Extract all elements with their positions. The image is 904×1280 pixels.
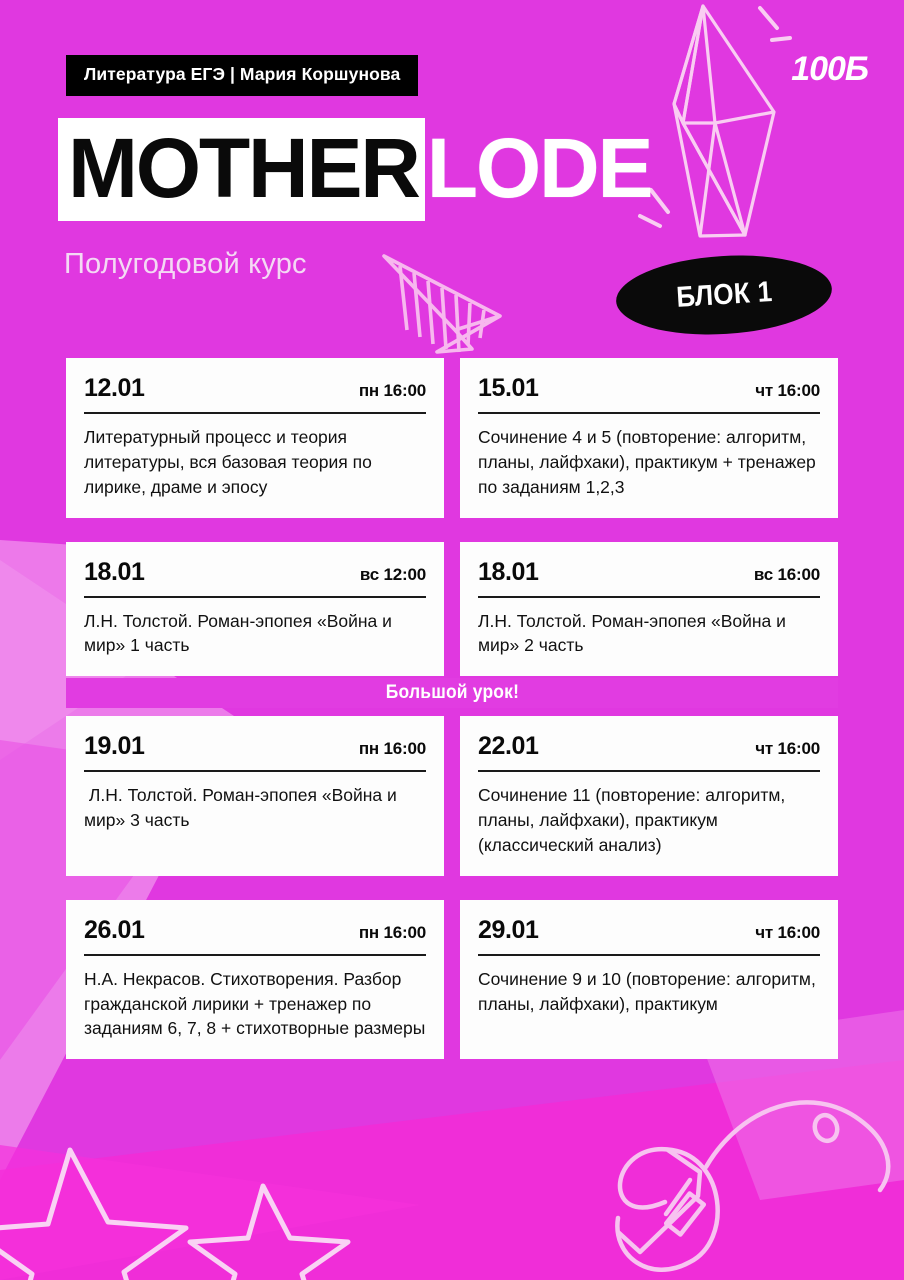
logo-mark-100b: 100Б	[791, 50, 869, 88]
hatched-arrow-icon	[382, 254, 502, 354]
lesson-card[interactable]: 22.01 чт 16:00 Сочинение 11 (повторение: а…	[460, 716, 838, 876]
lesson-description: Сочинение 4 и 5 (повторение: алгоритм, п…	[478, 427, 821, 497]
crystal-diamond-icon	[672, 4, 776, 238]
lesson-card-header: 18.01 вс 16:00	[478, 558, 820, 598]
lesson-date: 18.01	[478, 557, 539, 586]
lesson-card[interactable]: 12.01 пн 16:00 Литературный процесс и теор…	[66, 358, 444, 518]
title-part-mother: MOTHER	[58, 118, 425, 222]
lesson-time: пн 16:00	[358, 739, 426, 759]
lesson-card[interactable]: 15.01 чт 16:00 Сочинение 4 и 5 (повторение…	[460, 358, 838, 518]
computer-mouse-icon	[615, 1100, 891, 1272]
lesson-time: чт 16:00	[755, 739, 820, 759]
big-lesson-banner: Большой урок!	[66, 678, 838, 709]
lesson-description: Сочинение 11 (повторение: алгоритм, план…	[478, 785, 791, 855]
lesson-time: чт 16:00	[755, 922, 820, 942]
lesson-card[interactable]: 29.01 чт 16:00 Сочинение 9 и 10 (повторени…	[460, 899, 838, 1060]
lesson-description: Л.Н. Толстой. Роман-эпопея «Война и мир»…	[84, 610, 397, 656]
block-badge: БЛОК 1	[613, 249, 835, 341]
lesson-card-header: 12.01 пн 16:00	[84, 374, 426, 414]
lesson-card-header: 19.01 пн 16:00	[84, 732, 426, 773]
lesson-description: Литературный процесс и теория литературы…	[84, 427, 377, 497]
block-badge-label: БЛОК 1	[675, 275, 773, 314]
lesson-description: Сочинение 9 и 10 (повторение: алгоритм, …	[478, 968, 821, 1014]
schedule-row: 26.01 пн 16:00 Н.А. Некрасов. Стихотворени…	[66, 899, 838, 1060]
lesson-date: 22.01	[478, 732, 539, 761]
wedge-deep-bottom	[0, 1060, 904, 1280]
lesson-card[interactable]: 18.01 вс 16:00 Л.Н. Толстой. Роман-эпопея …	[460, 541, 838, 677]
brand-badge: Литература ЕГЭ | Мария Коршунова	[66, 55, 419, 96]
lesson-card-header: 29.01 чт 16:00	[478, 916, 820, 956]
sparkle-dashes-icon	[638, 6, 792, 228]
schedule-row: 18.01 вс 12:00 Л.Н. Толстой. Роман-эпопея …	[66, 541, 838, 709]
lesson-time: пн 16:00	[358, 922, 426, 942]
title-part-lode: LODE	[426, 121, 654, 215]
subtitle: Полугодовой курс	[64, 248, 307, 280]
lesson-date: 12.01	[84, 374, 145, 402]
lesson-card[interactable]: 26.01 пн 16:00 Н.А. Некрасов. Стихотворени…	[66, 899, 444, 1060]
lesson-date: 15.01	[478, 374, 539, 402]
lesson-description: Л.Н. Толстой. Роман-эпопея «Война и мир»…	[478, 610, 791, 656]
lesson-card-header: 18.01 вс 12:00	[84, 558, 426, 598]
lesson-time: пн 16:00	[358, 381, 426, 400]
big-lesson-banner-label: Большой урок!	[385, 682, 519, 704]
lesson-date: 29.01	[478, 915, 539, 944]
lesson-card-header: 26.01 пн 16:00	[84, 916, 426, 956]
schedule-row: 19.01 пн 16:00 Л.Н. Толстой. Роман-эпопея…	[66, 716, 838, 876]
schedule-grid: 12.01 пн 16:00 Литературный процесс и теор…	[66, 358, 838, 1083]
lesson-description: Л.Н. Толстой. Роман-эпопея «Война и мир»…	[84, 785, 402, 831]
lesson-card-header: 15.01 чт 16:00	[478, 374, 820, 414]
lesson-card[interactable]: 18.01 вс 12:00 Л.Н. Толстой. Роман-эпопея …	[66, 541, 444, 677]
lesson-card[interactable]: 19.01 пн 16:00 Л.Н. Толстой. Роман-эпопея…	[66, 716, 444, 876]
lesson-time: вс 16:00	[753, 564, 820, 584]
wedge-deep-bottom-2	[0, 1145, 420, 1280]
star-outline-icon	[0, 1147, 351, 1280]
schedule-row: 12.01 пн 16:00 Литературный процесс и теор…	[66, 358, 838, 518]
lesson-description: Н.А. Некрасов. Стихотворения. Разбор гра…	[84, 968, 426, 1039]
lesson-date: 26.01	[84, 915, 145, 944]
lesson-date: 19.01	[84, 732, 145, 761]
lesson-card-header: 22.01 чт 16:00	[478, 732, 820, 773]
lesson-time: вс 12:00	[359, 564, 426, 584]
lesson-time: чт 16:00	[755, 381, 820, 400]
lesson-date: 18.01	[84, 557, 145, 586]
page-title: MOTHER LODE	[58, 118, 654, 222]
